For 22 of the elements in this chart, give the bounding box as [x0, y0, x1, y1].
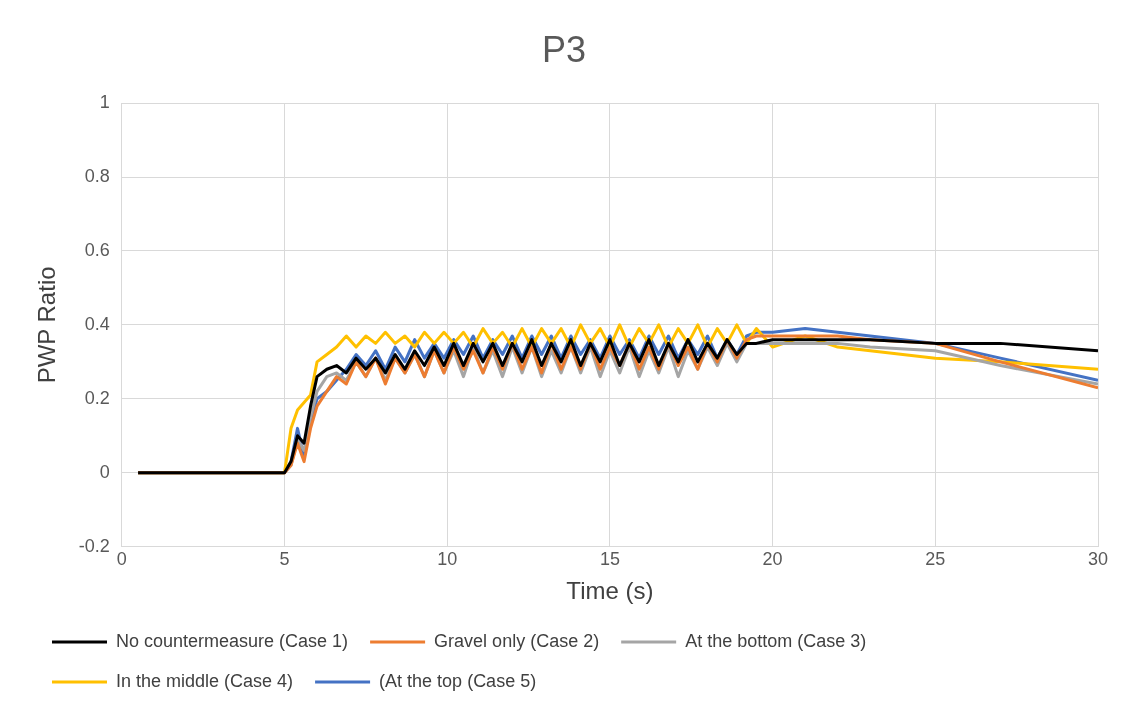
x-tick-label: 0 — [116, 549, 127, 570]
x-tick-label: 15 — [599, 549, 620, 570]
legend-label: No countermeasure (Case 1) — [116, 630, 349, 651]
x-tick-label: 30 — [1087, 549, 1109, 570]
y-axis-title: PWP Ratio — [33, 266, 61, 384]
x-tick-label: 10 — [437, 549, 458, 570]
y-tick-label: 1 — [99, 92, 110, 113]
y-tick-label: 0.2 — [84, 387, 110, 408]
chart-title: P3 — [541, 28, 587, 70]
y-tick-label: -0.2 — [78, 535, 110, 556]
y-tick-label: 0.8 — [84, 166, 110, 187]
y-tick-label: 0.4 — [84, 313, 110, 334]
y-tick-label: 0 — [99, 461, 110, 482]
legend-label: In the middle (Case 4) — [116, 670, 294, 691]
legend-label: Gravel only (Case 2) — [434, 630, 600, 651]
x-tick-label: 20 — [762, 549, 783, 570]
y-tick-label: 0.6 — [84, 239, 110, 260]
legend-label: At the bottom (Case 3) — [685, 630, 867, 651]
legend-label: (At the top (Case 5) — [379, 670, 537, 691]
x-tick-label: 5 — [279, 549, 290, 570]
x-axis-title: Time (s) — [566, 577, 654, 605]
x-tick-label: 25 — [925, 549, 946, 570]
